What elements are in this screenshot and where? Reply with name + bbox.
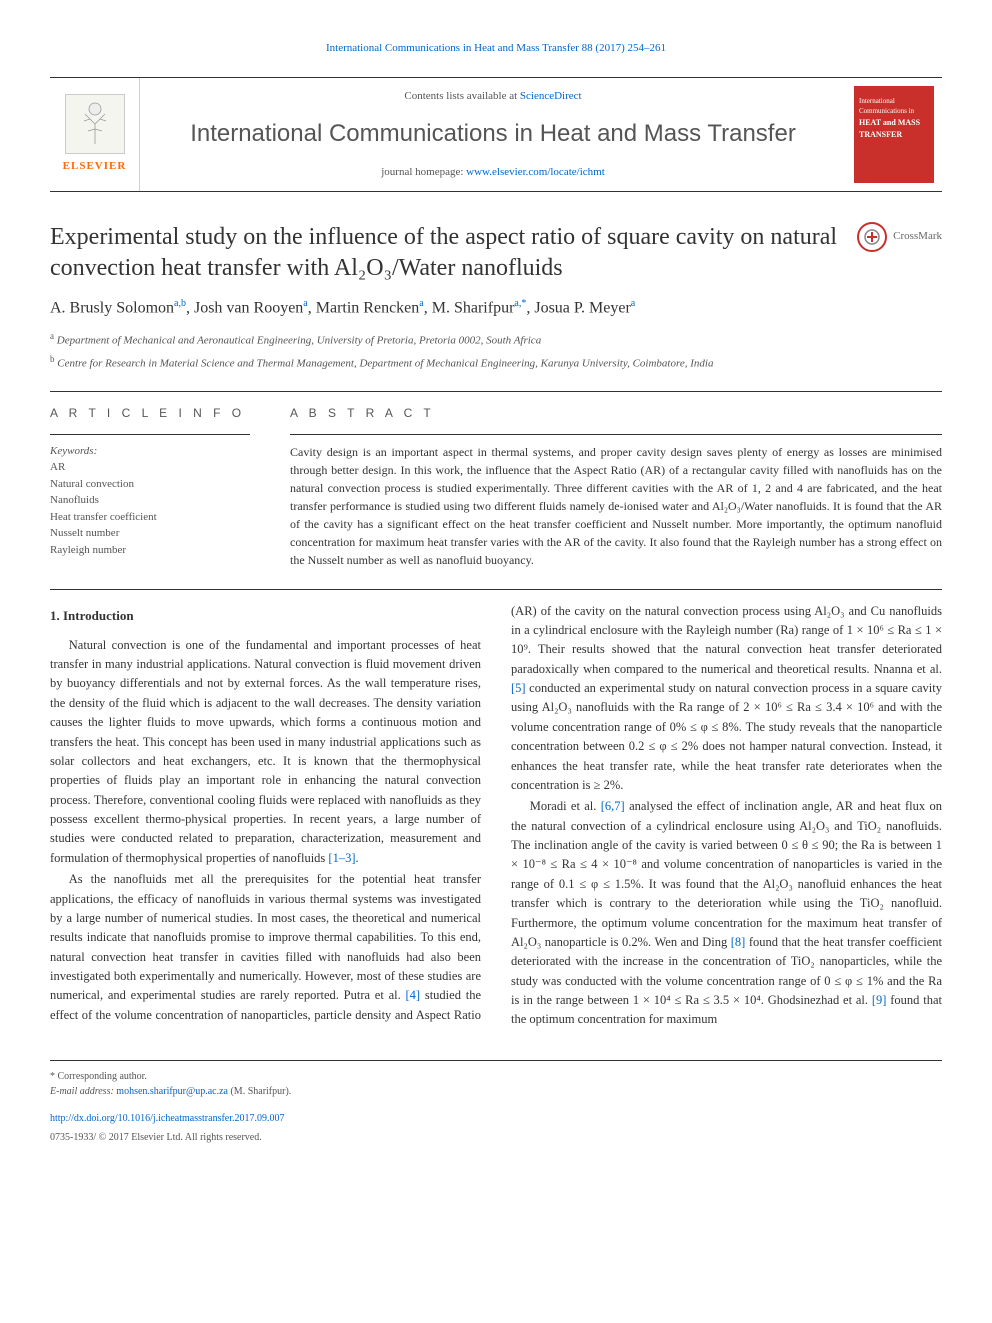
ref-4[interactable]: [4] <box>406 988 421 1002</box>
abstract-heading: A B S T R A C T <box>290 404 942 422</box>
divider <box>50 589 942 590</box>
ref-1-3[interactable]: [1–3] <box>328 851 355 865</box>
sciencedirect-link[interactable]: ScienceDirect <box>520 90 582 102</box>
body-text: 1. Introduction Natural convection is on… <box>50 602 942 1030</box>
keyword-item: Rayleigh number <box>50 542 250 559</box>
article-info-block: A R T I C L E I N F O Keywords: ARNatura… <box>50 404 250 569</box>
page-top-citation: International Communications in Heat and… <box>50 40 942 57</box>
ref-6-7[interactable]: [6,7] <box>601 799 625 813</box>
p2a: As the nanofluids met all the prerequisi… <box>50 872 481 1002</box>
intro-p1: Natural convection is one of the fundame… <box>50 636 481 869</box>
email-suffix: (M. Sharifpur). <box>228 1086 291 1097</box>
article-info-heading: A R T I C L E I N F O <box>50 404 250 422</box>
info-abstract-row: A R T I C L E I N F O Keywords: ARNatura… <box>50 404 942 569</box>
ref-8[interactable]: [8] <box>731 935 746 949</box>
contents-prefix: Contents lists available at <box>404 90 519 102</box>
doi-link[interactable]: http://dx.doi.org/10.1016/j.icheatmasstr… <box>50 1113 285 1124</box>
keywords-label: Keywords: <box>50 443 250 460</box>
affiliation-a-text: Department of Mechanical and Aeronautica… <box>57 335 541 347</box>
p1-end: . <box>355 851 358 865</box>
abstract-divider <box>290 434 942 435</box>
authors-line: A. Brusly Solomona,b, Josh van Rooyena, … <box>50 296 942 320</box>
corresponding-author: * Corresponding author. <box>50 1069 942 1084</box>
keyword-item: Nusselt number <box>50 525 250 542</box>
keyword-item: AR <box>50 459 250 476</box>
abstract-text: Cavity design is an important aspect in … <box>290 443 942 569</box>
divider <box>50 391 942 392</box>
paper-title: Experimental study on the influence of t… <box>50 222 837 284</box>
journal-cover-thumbnail[interactable]: International Communications in HEAT and… <box>854 86 934 183</box>
journal-header: ELSEVIER Contents lists available at Sci… <box>50 77 942 192</box>
page-footer: * Corresponding author. E-mail address: … <box>50 1060 942 1145</box>
p3a: Moradi et al. <box>530 799 601 813</box>
section-1-heading: 1. Introduction <box>50 606 481 626</box>
journal-name: International Communications in Heat and… <box>160 116 826 152</box>
publisher-name: ELSEVIER <box>63 158 127 175</box>
email-label: E-mail address: <box>50 1086 116 1097</box>
crossmark-widget[interactable]: CrossMark <box>857 222 942 252</box>
cover-line1: International Communications in <box>859 96 929 117</box>
ref-9[interactable]: [9] <box>872 993 887 1007</box>
email-link[interactable]: mohsen.sharifpur@up.ac.za <box>116 1086 228 1097</box>
journal-homepage: journal homepage: www.elsevier.com/locat… <box>160 164 826 181</box>
ref-5[interactable]: [5] <box>511 681 526 695</box>
crossmark-label: CrossMark <box>893 228 942 245</box>
affiliation-b-text: Centre for Research in Material Science … <box>57 358 713 370</box>
homepage-link[interactable]: www.elsevier.com/locate/ichmt <box>466 166 605 178</box>
p3b: analysed the effect of inclination angle… <box>511 799 942 949</box>
homepage-prefix: journal homepage: <box>381 166 466 178</box>
affiliation-a: a Department of Mechanical and Aeronauti… <box>50 330 942 349</box>
copyright-line: 0735-1933/ © 2017 Elsevier Ltd. All righ… <box>50 1130 942 1145</box>
keyword-item: Nanofluids <box>50 492 250 509</box>
info-divider <box>50 434 250 435</box>
cover-line2: HEAT and MASS TRANSFER <box>859 117 929 141</box>
keywords-list: ARNatural convectionNanofluidsHeat trans… <box>50 459 250 558</box>
email-line: E-mail address: mohsen.sharifpur@up.ac.z… <box>50 1084 942 1099</box>
p1-text: Natural convection is one of the fundame… <box>50 638 481 865</box>
header-center: Contents lists available at ScienceDirec… <box>140 78 846 191</box>
p2d: conducted an experimental study on natur… <box>511 681 942 792</box>
crossmark-icon <box>857 222 887 252</box>
abstract-block: A B S T R A C T Cavity design is an impo… <box>290 404 942 569</box>
top-citation-link[interactable]: International Communications in Heat and… <box>326 42 666 54</box>
contents-line: Contents lists available at ScienceDirec… <box>160 88 826 105</box>
keyword-item: Natural convection <box>50 476 250 493</box>
intro-p3: Moradi et al. [6,7] analysed the effect … <box>511 797 942 1030</box>
affiliation-b: b Centre for Research in Material Scienc… <box>50 353 942 372</box>
keyword-item: Heat transfer coefficient <box>50 509 250 526</box>
elsevier-tree-icon <box>65 94 125 154</box>
publisher-logo[interactable]: ELSEVIER <box>50 78 140 191</box>
